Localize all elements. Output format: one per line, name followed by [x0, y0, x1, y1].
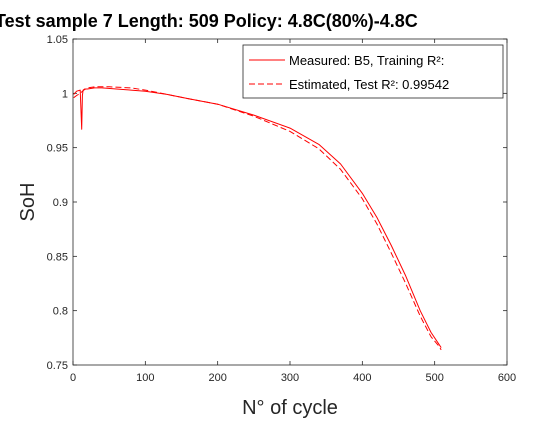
y-axis-label: SoH	[17, 183, 39, 222]
x-axis-label: N° of cycle	[242, 397, 338, 419]
legend: Measured: B5, Training R²: Estimated, Te…	[243, 45, 503, 98]
y-tick-label: 1	[62, 88, 68, 100]
legend-label-measured: Measured: B5, Training R²:	[289, 53, 444, 68]
x-tick-label: 300	[281, 372, 299, 384]
x-tick-label: 500	[425, 372, 443, 384]
x-tick-label: 600	[498, 372, 516, 384]
chart-title: Test sample 7 Length: 509 Policy: 4.8C(8…	[0, 11, 418, 31]
x-tick-label: 0	[70, 372, 76, 384]
y-tick-label: 0.8	[53, 306, 68, 318]
x-tick-label: 200	[208, 372, 226, 384]
x-tick-label: 400	[353, 372, 371, 384]
legend-label-estimated: Estimated, Test R²: 0.99542	[289, 77, 449, 92]
y-tick-label: 0.95	[47, 143, 68, 155]
x-tick-label: 100	[136, 372, 154, 384]
y-tick-label: 0.75	[47, 360, 68, 372]
y-tick-label: 0.85	[47, 251, 68, 263]
y-tick-label: 1.05	[47, 34, 68, 46]
y-tick-label: 0.9	[53, 197, 68, 209]
